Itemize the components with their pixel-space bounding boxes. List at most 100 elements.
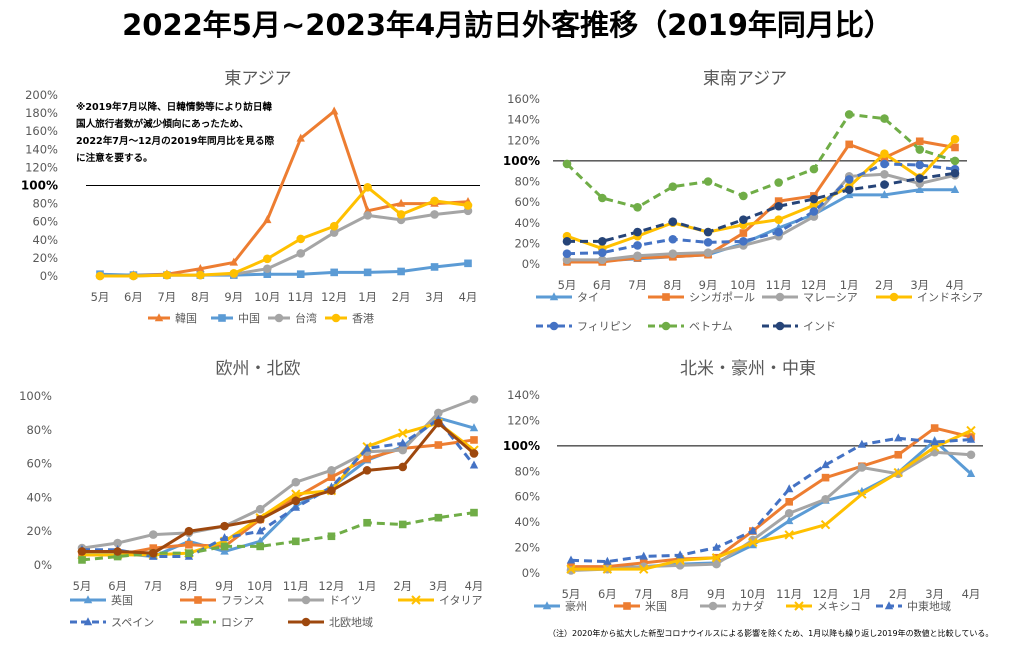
x-tick-label: 8月 <box>671 587 690 601</box>
data-point <box>398 445 408 455</box>
legend-marker <box>83 617 93 626</box>
legend-label: カナダ <box>731 599 764 613</box>
y-tick-label: 80% <box>26 423 52 437</box>
data-point <box>844 110 854 119</box>
series-タイ <box>562 184 960 265</box>
data-point <box>880 159 889 169</box>
data-point <box>703 238 713 247</box>
data-point <box>857 439 867 448</box>
x-tick-label: 6月 <box>108 579 127 593</box>
data-point <box>562 159 572 169</box>
legend-item: 香港 <box>325 312 374 325</box>
legend-item: ドイツ <box>288 594 362 607</box>
data-point <box>748 537 758 548</box>
data-point <box>739 229 748 237</box>
data-point <box>77 547 87 556</box>
y-tick-label: 40% <box>514 216 540 230</box>
y-tick-label: 40% <box>26 490 52 504</box>
legend-item: カナダ <box>700 599 764 613</box>
legend-marker <box>274 313 284 323</box>
data-point <box>162 270 172 280</box>
series-フィリピン <box>562 159 960 258</box>
chart-title: 北米・豪州・中東 <box>680 358 816 379</box>
x-tick-label: 7月 <box>634 587 653 601</box>
x-tick-label: 3月 <box>425 290 444 304</box>
series-line <box>566 138 957 251</box>
x-tick-label: 10月 <box>254 290 280 304</box>
legend-marker <box>411 595 421 605</box>
data-point <box>668 234 678 244</box>
data-point <box>148 530 158 539</box>
series-line <box>566 162 956 256</box>
x-tick-label: 5月 <box>91 290 110 304</box>
y-tick-label: 160% <box>25 124 58 138</box>
data-point <box>712 542 721 551</box>
data-point <box>566 564 576 574</box>
data-point <box>703 227 713 237</box>
legend-label: 英国 <box>111 593 133 607</box>
legend-item: インド <box>762 320 836 333</box>
legend-marker <box>194 596 202 604</box>
data-point <box>809 164 819 174</box>
legend-label: 北欧地域 <box>329 616 373 629</box>
footnote: （注）2020年から拡大した新型コロナウイルスによる影響を除くため、1月以降も繰… <box>548 629 994 638</box>
legend-label: インドネシア <box>917 291 983 304</box>
x-tick-label: 12月 <box>812 587 838 601</box>
x-tick-label: 9月 <box>707 587 726 601</box>
y-tick-label: 120% <box>507 413 540 427</box>
series-line <box>81 397 475 550</box>
y-tick-label: 180% <box>25 106 58 120</box>
y-tick-label: 120% <box>25 160 58 174</box>
y-tick-label: 140% <box>507 113 540 127</box>
y-tick-label: 80% <box>514 175 540 189</box>
y-tick-label: 200% <box>25 88 58 102</box>
data-point <box>930 424 939 432</box>
data-point <box>893 467 903 478</box>
data-point <box>220 546 229 555</box>
data-point <box>363 518 371 527</box>
legend-label: ドイツ <box>329 594 362 607</box>
legend-label: フィリピン <box>577 320 632 333</box>
data-point <box>263 215 272 224</box>
y-tick-label: 140% <box>25 142 58 156</box>
data-point <box>774 197 783 205</box>
data-point <box>396 198 406 207</box>
legend-label: インド <box>803 320 836 333</box>
x-tick-label: 5月 <box>562 587 581 601</box>
data-point <box>880 169 889 179</box>
data-point <box>469 449 479 458</box>
legend-item: フランス <box>180 594 265 607</box>
series-line <box>100 185 469 278</box>
data-point <box>327 486 336 495</box>
data-point <box>668 217 678 227</box>
legend-marker <box>301 617 311 627</box>
data-point <box>196 263 205 272</box>
data-point <box>784 516 794 525</box>
x-tick-label: 1月 <box>358 290 377 304</box>
legend-item: 中東地域 <box>876 600 951 613</box>
x-tick-label: 6月 <box>124 290 143 304</box>
data-point <box>434 513 443 522</box>
series-ベトナム <box>562 110 960 212</box>
data-point <box>633 251 642 261</box>
data-point <box>915 137 924 146</box>
legend-marker <box>218 314 226 322</box>
series-line <box>570 436 972 564</box>
y-tick-label: 60% <box>514 490 540 504</box>
x-tick-label: 8月 <box>179 579 198 593</box>
series-line <box>82 418 476 559</box>
y-tick-label: 80% <box>32 197 58 211</box>
legend-item: スペイン <box>70 616 154 629</box>
data-point <box>820 519 831 530</box>
legend-item: シンガポール <box>648 291 755 304</box>
x-tick-label: 1月 <box>840 278 859 292</box>
legend-marker <box>549 292 559 301</box>
data-point <box>469 423 479 432</box>
data-point <box>785 498 793 506</box>
y-tick-label: 100% <box>503 154 540 168</box>
legend-label: フランス <box>221 594 265 607</box>
data-point <box>397 267 405 276</box>
data-point <box>809 207 819 216</box>
y-tick-label: 80% <box>514 464 540 478</box>
data-point <box>220 521 229 531</box>
